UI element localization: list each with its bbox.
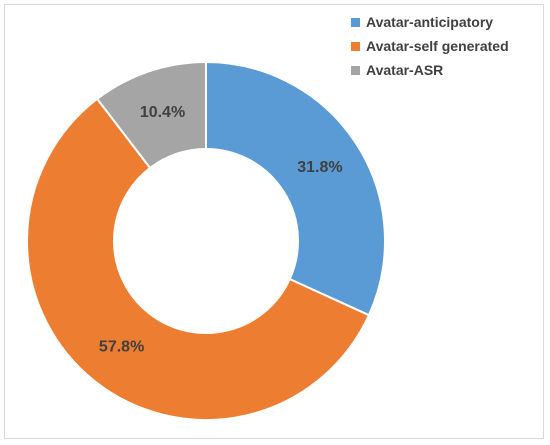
data-label-self-generated: 57.8% xyxy=(99,339,144,356)
legend-label-asr: Avatar-ASR xyxy=(366,62,444,78)
donut-slice-asr xyxy=(95,60,207,170)
legend: Avatar-anticipatory Avatar-self generate… xyxy=(351,10,509,82)
legend-label-anticipatory: Avatar-anticipatory xyxy=(366,14,494,30)
legend-label-self-generated: Avatar-self generated xyxy=(366,38,509,54)
data-label-asr: 10.4% xyxy=(140,104,185,121)
legend-swatch-anticipatory xyxy=(351,17,360,27)
legend-swatch-asr xyxy=(351,65,360,75)
legend-item-self-generated: Avatar-self generated xyxy=(351,34,509,58)
legend-item-asr: Avatar-ASR xyxy=(351,58,509,82)
donut-slices xyxy=(26,60,386,421)
donut-slice-anticipatory xyxy=(205,60,386,317)
donut-slice-self-generated xyxy=(26,97,371,421)
data-label-anticipatory: 31.8% xyxy=(297,159,342,176)
legend-item-anticipatory: Avatar-anticipatory xyxy=(351,10,509,34)
slice-labels: 31.8% 57.8% 10.4% xyxy=(99,104,343,355)
legend-swatch-self-generated xyxy=(351,41,360,51)
